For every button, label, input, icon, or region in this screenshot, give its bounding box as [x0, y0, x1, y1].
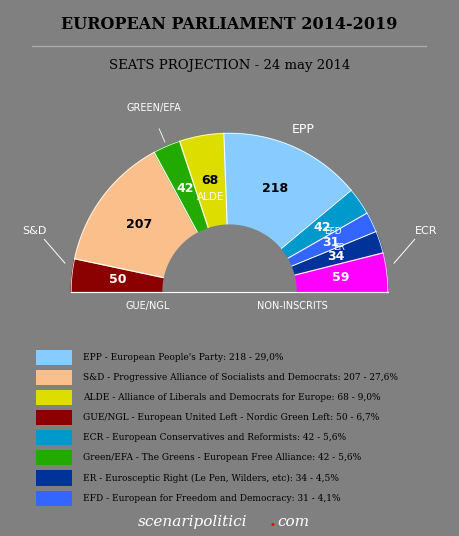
Text: ER - Eurosceptic Right (Le Pen, Wilders, etc): 34 - 4,5%: ER - Eurosceptic Right (Le Pen, Wilders,… — [84, 473, 340, 482]
FancyBboxPatch shape — [36, 490, 72, 505]
FancyBboxPatch shape — [36, 450, 72, 465]
Text: EPP: EPP — [292, 123, 314, 136]
Text: ALDE - Alliance of Liberals and Democrats for Europe: 68 - 9,0%: ALDE - Alliance of Liberals and Democrat… — [84, 393, 381, 402]
Text: GREEN/EFA: GREEN/EFA — [127, 103, 182, 113]
Polygon shape — [154, 142, 208, 233]
Text: 59: 59 — [332, 271, 350, 284]
Text: EFD: EFD — [325, 227, 342, 236]
FancyBboxPatch shape — [36, 471, 72, 486]
Text: EUROPEAN PARLIAMENT 2014-2019: EUROPEAN PARLIAMENT 2014-2019 — [62, 16, 397, 33]
Polygon shape — [224, 133, 351, 249]
Text: 34: 34 — [328, 250, 345, 263]
FancyBboxPatch shape — [36, 410, 72, 425]
Polygon shape — [287, 213, 376, 266]
Polygon shape — [71, 259, 164, 292]
Text: 31: 31 — [322, 236, 339, 249]
Text: EPP - European People's Party: 218 - 29,0%: EPP - European People's Party: 218 - 29,… — [84, 353, 284, 362]
Polygon shape — [163, 225, 296, 292]
Text: S&D: S&D — [22, 226, 47, 236]
Text: com: com — [278, 515, 310, 528]
Text: EFD - European for Freedom and Democracy: 31 - 4,1%: EFD - European for Freedom and Democracy… — [84, 494, 341, 503]
Text: 50: 50 — [109, 273, 127, 286]
FancyBboxPatch shape — [36, 390, 72, 405]
Text: SEATS PROJECTION - 24 may 2014: SEATS PROJECTION - 24 may 2014 — [109, 58, 350, 72]
Text: ALDE: ALDE — [197, 192, 224, 202]
FancyBboxPatch shape — [36, 350, 72, 365]
Text: 68: 68 — [201, 175, 218, 188]
Text: scenaripolitici: scenaripolitici — [138, 515, 247, 528]
Text: GUE/NGL - European United Left - Nordic Green Left: 50 - 6,7%: GUE/NGL - European United Left - Nordic … — [84, 413, 380, 422]
FancyBboxPatch shape — [36, 430, 72, 445]
Text: ECR: ECR — [414, 226, 437, 236]
Polygon shape — [291, 232, 383, 276]
FancyBboxPatch shape — [36, 370, 72, 385]
Text: S&D - Progressive Alliance of Socialists and Democrats: 207 - 27,6%: S&D - Progressive Alliance of Socialists… — [84, 373, 398, 382]
Text: Green/EFA - The Greens - European Free Alliance: 42 - 5,6%: Green/EFA - The Greens - European Free A… — [84, 453, 362, 463]
Text: ER: ER — [333, 243, 345, 252]
Polygon shape — [75, 152, 198, 278]
Polygon shape — [294, 253, 388, 292]
Text: .: . — [270, 513, 276, 530]
Text: 218: 218 — [262, 182, 288, 196]
Polygon shape — [180, 133, 227, 228]
Text: GUE/NGL: GUE/NGL — [125, 301, 169, 311]
Text: 42: 42 — [313, 221, 330, 234]
Text: 207: 207 — [126, 218, 153, 231]
Polygon shape — [280, 190, 367, 259]
Text: ECR - European Conservatives and Reformists: 42 - 5,6%: ECR - European Conservatives and Reformi… — [84, 433, 347, 442]
Text: NON-INSCRITS: NON-INSCRITS — [257, 301, 328, 311]
Text: 42: 42 — [176, 182, 194, 195]
